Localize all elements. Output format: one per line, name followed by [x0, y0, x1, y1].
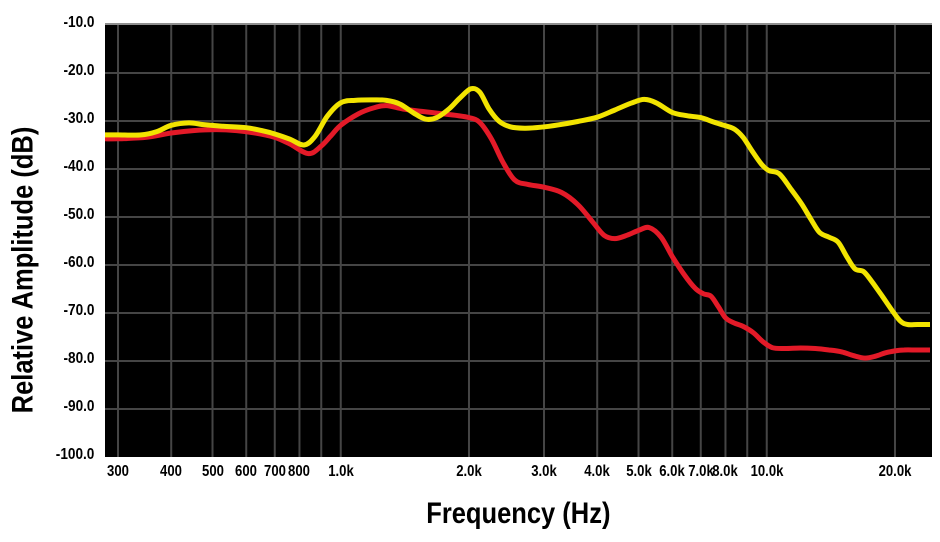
- y-tick-label: -40.0: [63, 158, 94, 175]
- x-tick-label: 800: [288, 463, 311, 480]
- y-tick-label: -80.0: [63, 350, 94, 367]
- y-tick-label: -30.0: [63, 110, 94, 127]
- x-tick-label: 7.0k: [687, 463, 714, 480]
- plot-area: [105, 23, 932, 457]
- yellow-curve-path: [105, 85, 930, 328]
- x-tick-label: 5.0k: [625, 463, 652, 480]
- x-tick-label: 6.0k: [659, 463, 686, 480]
- y-tick-label: -10.0: [63, 14, 94, 31]
- x-axis-title-text: Frequency (Hz): [426, 497, 611, 530]
- x-tick-label: 3.0k: [531, 463, 557, 480]
- x-tick-label: 1.0k: [327, 463, 354, 480]
- x-tick-label: 500: [201, 463, 224, 480]
- x-tick-label: 700: [263, 463, 286, 480]
- plot-svg: [105, 25, 930, 457]
- y-tick-label: -70.0: [63, 302, 94, 319]
- x-tick-label: 10.0k: [750, 463, 784, 480]
- y-axis-tick-labels: -10.0 -20.0 -30.0 -40.0 -50.0 -60.0 -70.0 -80.0…: [0, 0, 100, 542]
- x-axis-title: Frequency (Hz): [105, 497, 932, 531]
- x-tick-label: 300: [107, 463, 129, 480]
- x-axis-tick-labels: 300 400 500 600 700 800 1.0k 2.0k 3.0k 4.0k 5.0k 6.…: [0, 463, 940, 483]
- red-curve-path: [105, 103, 930, 361]
- x-tick-label: 600: [235, 463, 258, 480]
- x-tick-label: 400: [160, 463, 183, 480]
- x-tick-label: 20.0k: [878, 463, 912, 480]
- x-tick-label: 4.0k: [584, 463, 610, 480]
- y-tick-label: -50.0: [63, 206, 94, 223]
- y-tick-label: -100.0: [55, 446, 94, 463]
- y-tick-label: -90.0: [63, 398, 94, 415]
- y-tick-label: -60.0: [63, 254, 94, 271]
- x-tick-label: 2.0k: [456, 463, 482, 480]
- x-tick-label: 8.0k: [712, 463, 739, 480]
- y-tick-label: -20.0: [63, 62, 94, 79]
